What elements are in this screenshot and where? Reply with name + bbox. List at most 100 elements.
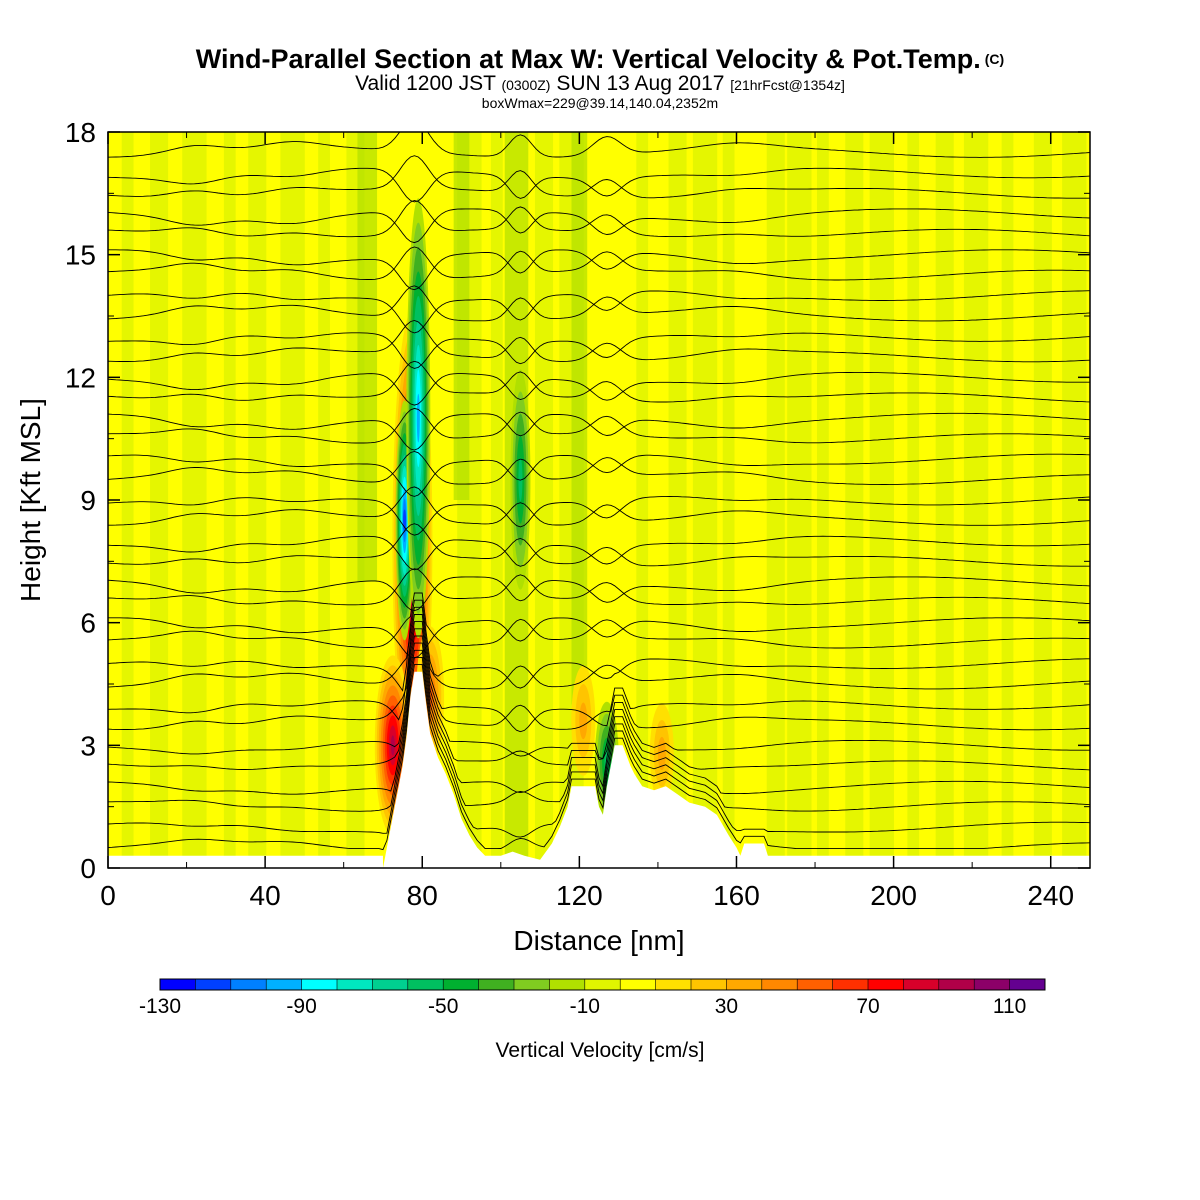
colorbar-swatch [620,979,657,990]
isentrope-line [108,407,1090,444]
isentrope-line [108,606,1090,690]
isentrope-line [108,642,1090,795]
isentrope-line [108,285,1090,322]
colorbar-tick-label: -10 [570,995,600,1018]
subtitle-valid: Valid 1200 JST [355,72,496,95]
colorbar-swatch [974,979,1011,990]
weak-downdraft-streak [668,132,687,868]
downdraft-band [357,132,378,582]
terrain-profile [108,671,1090,868]
colorbar-tick-label: -50 [428,995,458,1018]
weak-downdraft-streak [935,132,954,868]
isentrope-line [108,592,1090,649]
weak-downdraft-streak [963,132,989,868]
isentrope-line [108,649,1090,812]
colorbar-swatch [655,979,692,990]
weak-downdraft-streak [766,132,785,868]
isentrope-line [108,614,1090,733]
downdraft-105 [518,457,523,502]
y-tick-label: 12 [65,362,96,393]
colorbar-tick-label: 70 [856,995,879,1018]
colorbar-swatch [230,979,267,990]
weak-downdraft-streak [121,132,134,868]
isentrope-line [108,635,1090,771]
colorbar-swatch [195,979,232,990]
isentrope-line [108,246,1090,281]
isentrope-line [108,664,1090,851]
colorbar-frame [159,978,1046,991]
x-axis-label: Distance [nm] [513,925,684,956]
colorbar-swatch [1009,979,1046,990]
isentrope-line [108,599,1090,692]
isentrope-line [108,496,1090,536]
isentrope-line [108,617,1090,659]
isentrope-lines [108,132,1090,851]
isentrope-line [108,453,1090,497]
colorbar-swatch [407,979,444,990]
colorbar-swatch [372,979,409,990]
colorbar-swatch [266,979,303,990]
weak-downdraft-streak [490,132,503,868]
weak-downdraft-streak [1001,132,1014,868]
weak-downdraft-streak [248,132,267,868]
colorbar-swatch [903,979,940,990]
isentrope-line [108,535,1090,571]
isentrope-line [108,568,1090,606]
updraft-120 [579,702,588,740]
colorbar-swatch [797,979,834,990]
isentrope-line [108,412,1090,451]
y-axis-label: Height [Kft MSL] [15,398,46,602]
isentrope-line [108,486,1090,526]
weak-downdraft-streak [150,132,169,868]
colorbar-swatch [549,979,586,990]
isentrope-line [108,360,1090,403]
isentrope-line [108,132,1090,158]
y-tick-label: 18 [65,117,96,148]
isentrope-line [108,656,1090,838]
weak-downdraft-streak [182,132,207,868]
colorbar-tick-label: 110 [993,995,1026,1018]
isentrope-line [108,320,1090,363]
x-tick-label: 160 [713,880,760,911]
isentrope-line [108,208,1090,244]
y-tick-label: 6 [80,608,96,639]
colorbar-swatch [868,979,904,990]
colorbar-swatch [514,979,550,990]
isentrope-line [108,167,1090,203]
isentrope-line [108,621,1090,731]
x-tick-label: 120 [556,880,603,911]
colorbar-swatch [938,979,975,990]
y-axis: 0 3 6 9 12 15 18 [65,117,1090,884]
x-tick-label: 0 [100,880,116,911]
box-wmax-line: boxWmax=229@39.14,140.04,2352m [481,95,719,111]
x-tick-label: 200 [870,880,917,911]
terrain-layer [108,671,1090,868]
isentrope-line [108,332,1090,369]
subtitle-utc: (0300Z) [501,77,551,93]
weak-downdraft-streak [845,132,864,868]
isentrope-line [108,628,1090,760]
isentrope-line [108,371,1090,406]
y-tick-label: 3 [80,730,96,761]
colorbar-swatch [478,979,515,990]
colorbar-swatch [761,979,798,990]
colorbar-swatch [443,979,480,990]
x-tick-label: 240 [1027,880,1074,911]
y-tick-label: 9 [80,485,96,516]
title-block: Wind-Parallel Section at Max W: Vertical… [0,44,1200,111]
colorbar-swatch [691,979,727,990]
isentrope-line [108,249,1090,291]
chart-title-tag: (C) [984,51,1005,67]
weak-downdraft-streak [280,132,305,868]
chart-subtitle: Valid 1200 JST (0300Z) SUN 13 Aug 2017 [… [0,72,1200,95]
chart-title-text: Wind-Parallel Section at Max W: Vertical… [195,44,981,74]
weak-downdraft-streak [692,132,718,868]
isentrope-line [108,155,1090,199]
subtitle-forecast: [21hrFcst@1354z] [730,77,845,93]
chart-title: Wind-Parallel Section at Max W: Vertical… [0,44,1200,74]
colorbar-tick-label: -90 [286,995,316,1018]
colorbar-swatch [160,979,196,990]
weak-downdraft-streak [787,132,812,868]
colorbar-swatch [337,979,373,990]
